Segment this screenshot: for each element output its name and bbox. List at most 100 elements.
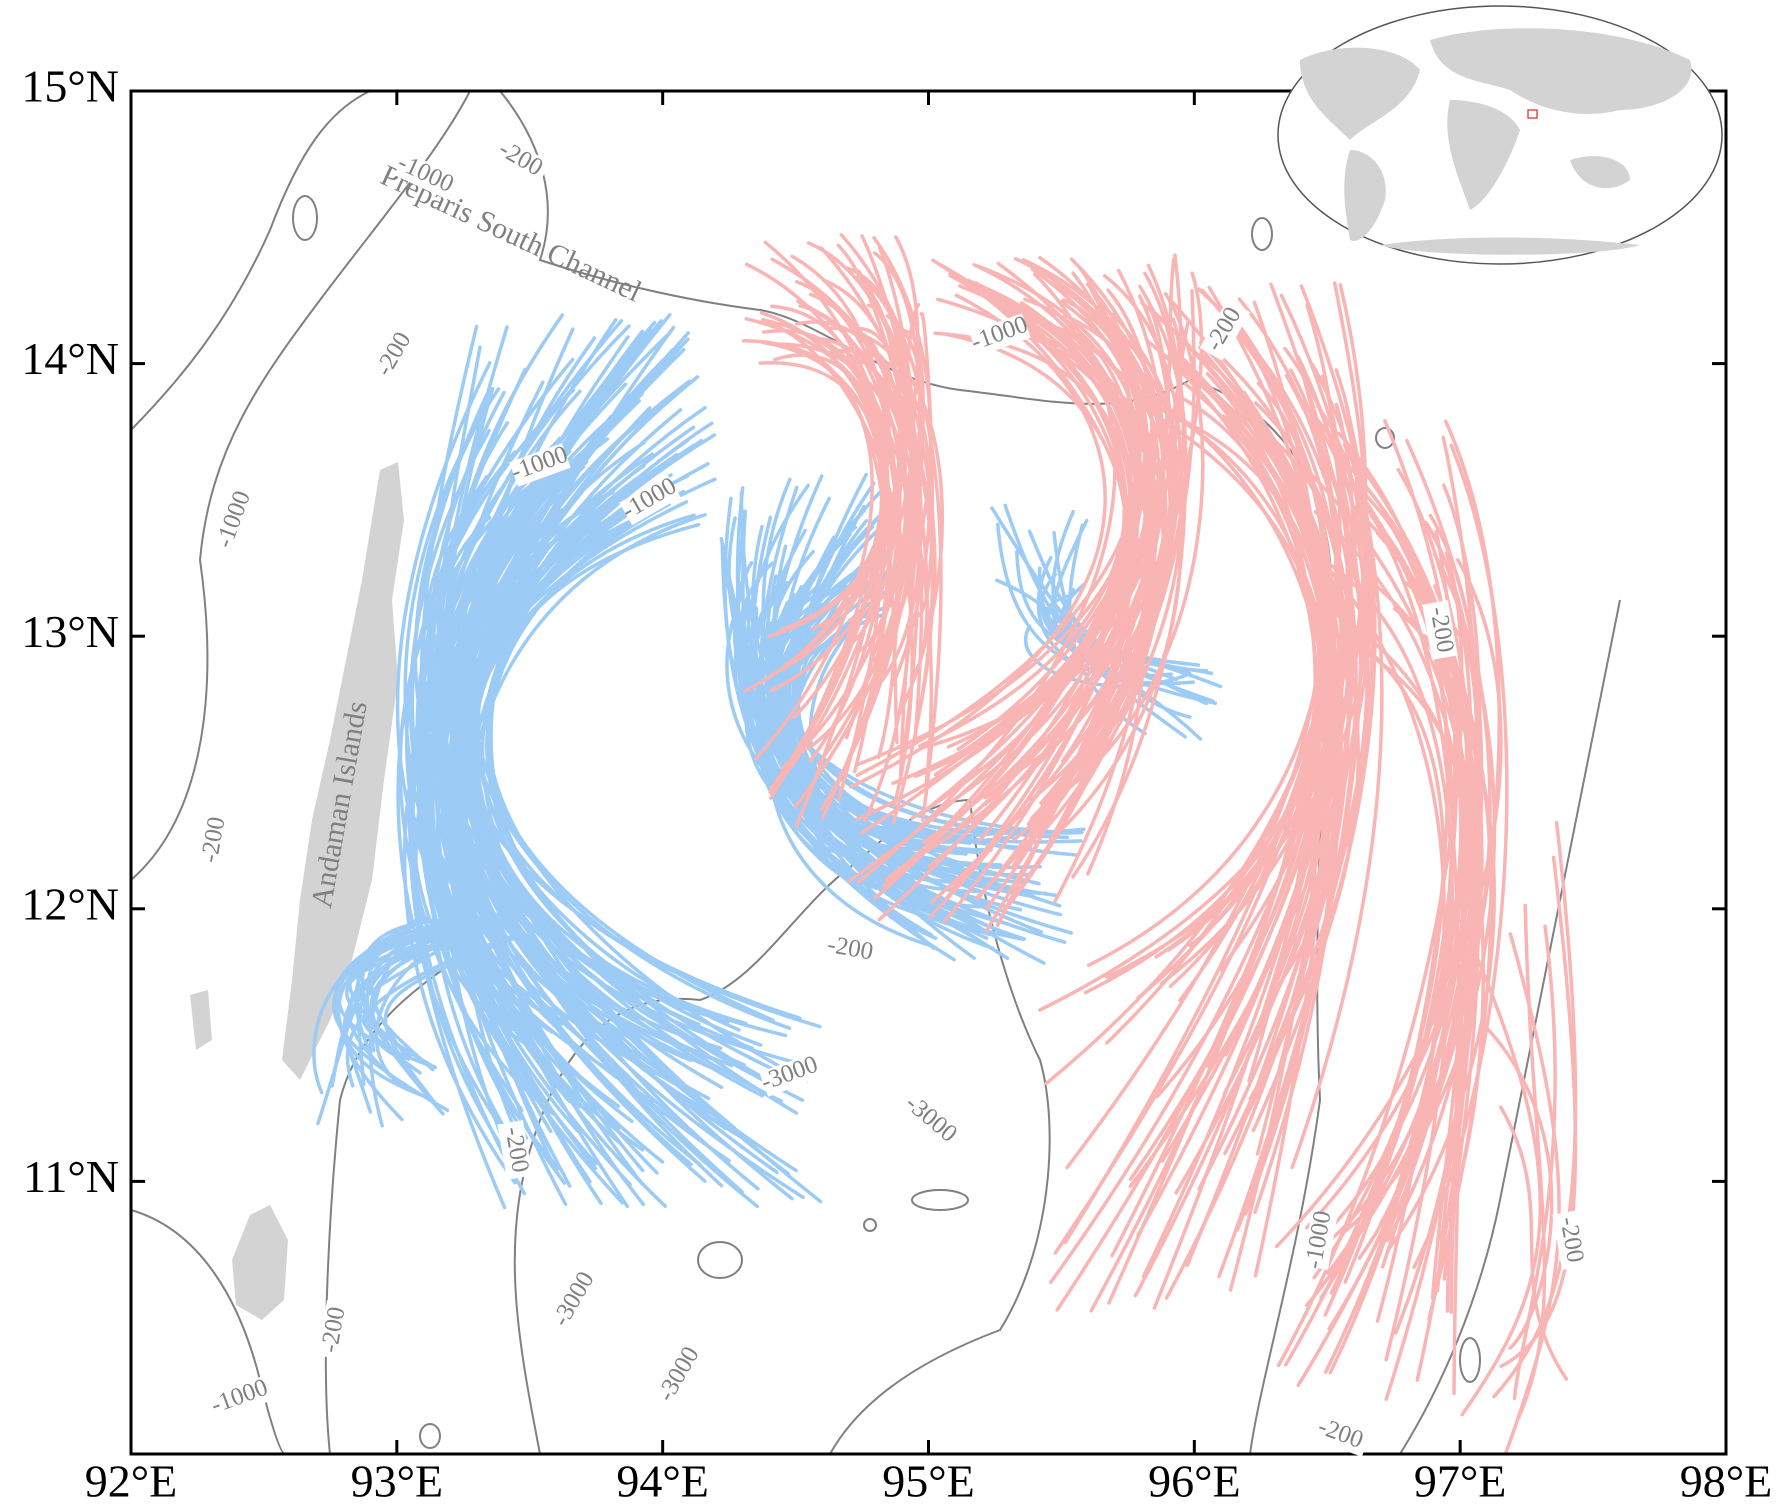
contour-label-bg	[317, 1300, 353, 1360]
y-tick-label: 12°N	[21, 878, 119, 929]
y-tick-label: 15°N	[21, 61, 119, 112]
track	[946, 324, 1128, 749]
contour-label-bg	[654, 1344, 706, 1406]
x-tick-label: 95°E	[882, 1456, 975, 1506]
track	[1198, 345, 1340, 1096]
track	[485, 489, 775, 1085]
track	[1337, 431, 1468, 1301]
track	[372, 924, 449, 1072]
contour-label: -200	[825, 931, 875, 966]
contour-label: -3000	[652, 1342, 705, 1406]
contour-label: -1000	[211, 487, 256, 551]
inset-globe	[1277, 5, 1723, 265]
contour-label-bg	[213, 489, 257, 551]
contour-label-bg	[549, 1269, 601, 1331]
contour-label-bg	[197, 810, 233, 870]
track	[1304, 543, 1446, 1374]
contour-label-bg	[1552, 1210, 1588, 1270]
contour-label-bg	[209, 1376, 271, 1420]
track	[1290, 284, 1384, 1170]
contour-label: -3000	[547, 1267, 600, 1331]
track	[1384, 516, 1475, 1335]
contour-label: -200	[316, 1305, 351, 1355]
y-tick-label: 13°N	[21, 606, 119, 657]
track	[849, 293, 1107, 789]
track	[927, 256, 1166, 869]
track	[933, 331, 1132, 783]
x-tick-label: 93°E	[351, 1456, 444, 1506]
contour-label-bg	[969, 313, 1031, 357]
contour-label-bg	[619, 474, 681, 526]
contour-label-bg	[1199, 299, 1251, 361]
contour-label-bg	[759, 1053, 821, 1097]
contour-label-bg	[489, 134, 551, 186]
track	[769, 274, 915, 693]
contour-label-bg	[369, 324, 421, 386]
x-tick-label: 97°E	[1414, 1456, 1507, 1506]
track	[423, 443, 696, 1205]
track	[1021, 258, 1184, 834]
track	[408, 428, 688, 1090]
track	[1274, 557, 1503, 1249]
contour-label: -1000	[207, 1374, 271, 1419]
contour-label-bg	[820, 932, 880, 968]
track	[1459, 919, 1543, 1417]
x-tick-label: 92°E	[85, 1456, 178, 1506]
track	[751, 524, 955, 866]
track	[910, 312, 935, 618]
track	[939, 333, 1168, 844]
track	[443, 313, 741, 1032]
track	[1312, 520, 1473, 1280]
x-tick-label: 94°E	[616, 1456, 709, 1506]
track	[1357, 419, 1501, 1260]
drifter-tracks	[312, 233, 1578, 1454]
track	[459, 389, 792, 1031]
track	[1159, 400, 1332, 1300]
track	[348, 912, 504, 1058]
track	[405, 357, 621, 1108]
track	[839, 233, 943, 823]
contour-label-bg	[1422, 600, 1458, 660]
y-tick-label: 11°N	[23, 1151, 119, 1202]
track	[1029, 294, 1176, 802]
track	[1197, 410, 1355, 1191]
track	[334, 914, 426, 1114]
contour-label-bg	[1302, 1210, 1338, 1270]
track	[1499, 1105, 1569, 1381]
track	[425, 380, 565, 1026]
track	[476, 402, 763, 1047]
track	[1154, 374, 1350, 959]
track	[1305, 600, 1471, 1230]
track	[1274, 293, 1370, 990]
track	[772, 583, 958, 850]
track	[395, 360, 621, 1078]
contour-label-bg	[900, 1092, 960, 1148]
track	[844, 314, 924, 740]
contour-label: -200	[1554, 1215, 1589, 1265]
contour-label-bg	[1309, 1413, 1371, 1457]
track	[441, 465, 586, 1134]
x-tick-label: 96°E	[1148, 1456, 1241, 1506]
track	[758, 361, 888, 719]
track	[1442, 483, 1482, 1314]
track	[1517, 903, 1547, 1419]
track	[337, 925, 497, 1069]
y-tick-label: 14°N	[21, 333, 119, 384]
track	[876, 340, 906, 760]
x-tick-label: 98°E	[1680, 1456, 1773, 1506]
contour-label-bg	[497, 1120, 533, 1180]
track	[1205, 371, 1318, 1083]
track	[1342, 443, 1484, 1243]
contour-label: -200	[1314, 1413, 1366, 1454]
track	[383, 933, 524, 1109]
contour-label-bg	[394, 151, 456, 199]
track	[485, 522, 809, 1084]
track	[1083, 298, 1328, 995]
track	[444, 408, 683, 1145]
track	[884, 265, 1134, 882]
land	[190, 462, 404, 1320]
track	[407, 440, 596, 1116]
track	[368, 914, 463, 1128]
